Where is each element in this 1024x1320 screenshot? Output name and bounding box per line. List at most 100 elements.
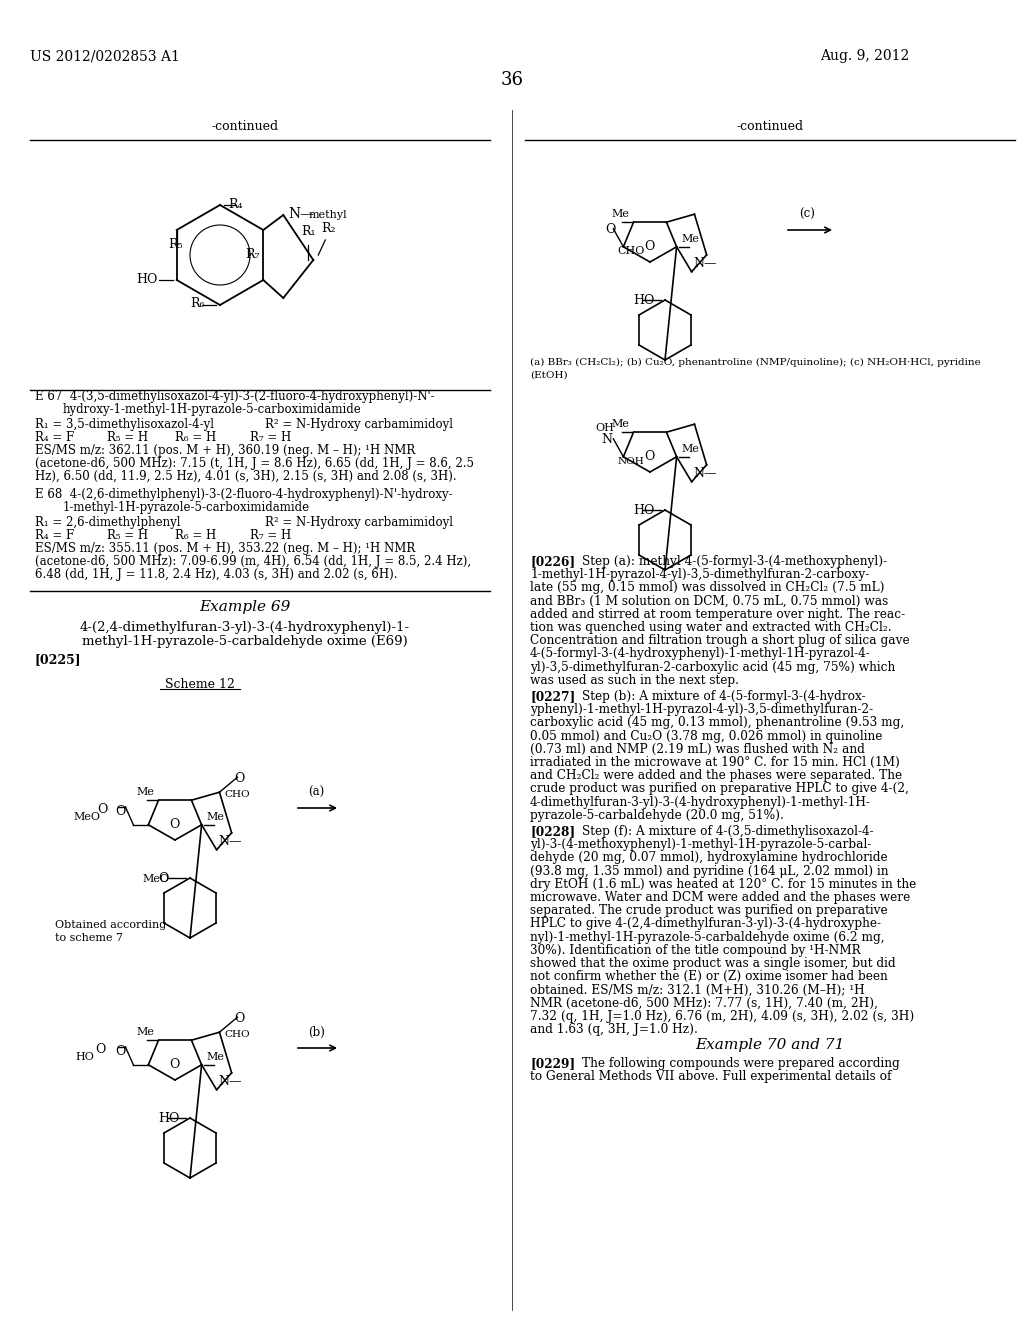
Text: dehyde (20 mg, 0.07 mmol), hydroxylamine hydrochloride: dehyde (20 mg, 0.07 mmol), hydroxylamine… [530,851,888,865]
Text: R² = N-Hydroxy carbamimidoyl: R² = N-Hydroxy carbamimidoyl [265,516,453,529]
Text: 1-methyl-1H-pyrazol-4-yl)-3,5-dimethylfuran-2-carboxy-: 1-methyl-1H-pyrazol-4-yl)-3,5-dimethylfu… [530,568,869,581]
Text: Example 70 and 71: Example 70 and 71 [695,1039,845,1052]
Text: R₆ = H: R₆ = H [175,432,216,444]
Text: Scheme 12: Scheme 12 [165,678,234,690]
Text: CHO: CHO [224,791,250,799]
Text: irradiated in the microwave at 190° C. for 15 min. HCl (1M): irradiated in the microwave at 190° C. f… [530,756,900,770]
Text: Me: Me [611,420,630,429]
Text: (acetone-d6, 500 MHz): 7.15 (t, 1H, J = 8.6 Hz), 6.65 (dd, 1H, J = 8.6, 2.5: (acetone-d6, 500 MHz): 7.15 (t, 1H, J = … [35,457,474,470]
Text: N—: N— [693,257,717,269]
Text: microwave. Water and DCM were added and the phases were: microwave. Water and DCM were added and … [530,891,910,904]
Text: 4-dimethylfuran-3-yl)-3-(4-hydroxyphenyl)-1-methyl-1H-: 4-dimethylfuran-3-yl)-3-(4-hydroxyphenyl… [530,796,871,809]
Text: Hz), 6.50 (dd, 11.9, 2.5 Hz), 4.01 (s, 3H), 2.15 (s, 3H) and 2.08 (s, 3H).: Hz), 6.50 (dd, 11.9, 2.5 Hz), 4.01 (s, 3… [35,470,457,483]
Text: Me: Me [136,1027,155,1038]
Text: nyl)-1-methyl-1H-pyrazole-5-carbaldehyde oxime (6.2 mg,: nyl)-1-methyl-1H-pyrazole-5-carbaldehyde… [530,931,885,944]
Text: R₂: R₂ [322,222,336,235]
Text: N—: N— [219,834,242,847]
Text: not confirm whether the (E) or (Z) oxime isomer had been: not confirm whether the (E) or (Z) oxime… [530,970,888,983]
Text: HO: HO [633,504,654,517]
Text: 0.05 mmol) and Cu₂O (3.78 mg, 0.026 mmol) in quinoline: 0.05 mmol) and Cu₂O (3.78 mg, 0.026 mmol… [530,730,883,743]
Text: R₄ = F: R₄ = F [35,529,75,543]
Text: MeO: MeO [142,874,169,884]
Text: O: O [116,1045,126,1057]
Text: O: O [169,818,179,832]
Text: E 67  4-(3,5-dimethylisoxazol-4-yl)-3-(2-fluoro-4-hydroxyphenyl)-N'-: E 67 4-(3,5-dimethylisoxazol-4-yl)-3-(2-… [35,389,434,403]
Text: methyl-1H-pyrazole-5-carbaldehyde oxime (E69): methyl-1H-pyrazole-5-carbaldehyde oxime … [82,635,408,648]
Text: [0228]: [0228] [530,825,575,838]
Text: (EtOH): (EtOH) [530,371,567,380]
Text: E 68  4-(2,6-dimethylphenyl)-3-(2-fluoro-4-hydroxyphenyl)-N'-hydroxy-: E 68 4-(2,6-dimethylphenyl)-3-(2-fluoro-… [35,488,453,502]
Text: [0226]: [0226] [530,554,575,568]
Text: O: O [644,240,654,253]
Text: Obtained according: Obtained according [55,920,166,931]
Text: R₇ = H: R₇ = H [250,529,291,543]
Text: Me: Me [136,787,155,797]
Text: hydroxy-1-methyl-1H-pyrazole-5-carboximidamide: hydroxy-1-methyl-1H-pyrazole-5-carboximi… [63,403,361,416]
Text: O: O [97,803,108,816]
Text: crude product was purified on preparative HPLC to give 4-(2,: crude product was purified on preparativ… [530,783,909,796]
Text: (a) BBr₃ (CH₂Cl₂); (b) Cu₂O, phenantroline (NMP/quinoline); (c) NH₂OH·HCl, pyrid: (a) BBr₃ (CH₂Cl₂); (b) Cu₂O, phenantroli… [530,358,981,367]
Text: ES/MS m/z: 355.11 (pos. M + H), 353.22 (neg. M – H); ¹H NMR: ES/MS m/z: 355.11 (pos. M + H), 353.22 (… [35,543,416,554]
Text: methyl: methyl [308,210,347,220]
Text: Step (b): A mixture of 4-(5-formyl-3-(4-hydrox-: Step (b): A mixture of 4-(5-formyl-3-(4-… [582,690,865,704]
Text: R₁ = 2,6-dimethylphenyl: R₁ = 2,6-dimethylphenyl [35,516,180,529]
Text: R₆: R₆ [190,297,205,310]
Text: -continued: -continued [211,120,279,133]
Text: HO: HO [136,273,158,286]
Text: O: O [234,772,245,785]
Text: (c): (c) [799,209,815,220]
Text: N—: N— [219,1074,242,1088]
Text: was used as such in the next step.: was used as such in the next step. [530,673,739,686]
Text: R₁ = 3,5-dimethylisoxazol-4-yl: R₁ = 3,5-dimethylisoxazol-4-yl [35,418,214,432]
Text: R₅ = H: R₅ = H [106,529,148,543]
Text: The following compounds were prepared according: The following compounds were prepared ac… [582,1057,900,1071]
Text: HO: HO [158,1111,179,1125]
Text: (0.73 ml) and NMP (2.19 mL) was flushed with N₂ and: (0.73 ml) and NMP (2.19 mL) was flushed … [530,743,865,756]
Text: and BBr₃ (1 M solution on DCM, 0.75 mL, 0.75 mmol) was: and BBr₃ (1 M solution on DCM, 0.75 mL, … [530,594,888,607]
Text: yphenyl)-1-methyl-1H-pyrazol-4-yl)-3,5-dimethylfuran-2-: yphenyl)-1-methyl-1H-pyrazol-4-yl)-3,5-d… [530,704,873,717]
Text: Step (f): A mixture of 4-(3,5-dimethylisoxazol-4-: Step (f): A mixture of 4-(3,5-dimethylis… [582,825,873,838]
Text: CHO: CHO [224,1030,250,1039]
Text: N—: N— [289,207,314,220]
Text: O: O [95,1043,105,1056]
Text: yl)-3-(4-methoxyphenyl)-1-methyl-1H-pyrazole-5-carbal-: yl)-3-(4-methoxyphenyl)-1-methyl-1H-pyra… [530,838,871,851]
Text: OH: OH [595,422,614,433]
Text: dry EtOH (1.6 mL) was heated at 120° C. for 15 minutes in the: dry EtOH (1.6 mL) was heated at 120° C. … [530,878,916,891]
Text: NOH: NOH [617,457,644,466]
Text: late (55 mg, 0.15 mmol) was dissolved in CH₂Cl₂ (7.5 mL): late (55 mg, 0.15 mmol) was dissolved in… [530,581,885,594]
Text: R₁: R₁ [301,224,315,238]
Text: R₇: R₇ [246,248,260,261]
Text: separated. The crude product was purified on preparative: separated. The crude product was purifie… [530,904,888,917]
Text: tion was quenched using water and extracted with CH₂Cl₂.: tion was quenched using water and extrac… [530,620,892,634]
Text: MeO: MeO [74,812,100,822]
Text: 30%). Identification of the title compound by ¹H-NMR: 30%). Identification of the title compou… [530,944,860,957]
Text: to General Methods VII above. Full experimental details of: to General Methods VII above. Full exper… [530,1071,892,1084]
Text: R₇ = H: R₇ = H [250,432,291,444]
Text: Me: Me [682,234,699,244]
Text: 4-(2,4-dimethylfuran-3-yl)-3-(4-hydroxyphenyl)-1-: 4-(2,4-dimethylfuran-3-yl)-3-(4-hydroxyp… [80,620,410,634]
Text: Me: Me [611,209,630,219]
Text: NMR (acetone-d6, 500 MHz): 7.77 (s, 1H), 7.40 (m, 2H),: NMR (acetone-d6, 500 MHz): 7.77 (s, 1H),… [530,997,878,1010]
Text: US 2012/0202853 A1: US 2012/0202853 A1 [30,49,180,63]
Text: R₄ = F: R₄ = F [35,432,75,444]
Text: 6.48 (dd, 1H, J = 11.8, 2.4 Hz), 4.03 (s, 3H) and 2.02 (s, 6H).: 6.48 (dd, 1H, J = 11.8, 2.4 Hz), 4.03 (s… [35,568,397,581]
Text: O: O [644,450,654,463]
Text: ES/MS m/z: 362.11 (pos. M + H), 360.19 (neg. M – H); ¹H NMR: ES/MS m/z: 362.11 (pos. M + H), 360.19 (… [35,444,416,457]
Text: (acetone-d6, 500 MHz): 7.09-6.99 (m, 4H), 6.54 (dd, 1H, J = 8.5, 2.4 Hz),: (acetone-d6, 500 MHz): 7.09-6.99 (m, 4H)… [35,554,471,568]
Text: [0229]: [0229] [530,1057,575,1071]
Text: added and stirred at room temperature over night. The reac-: added and stirred at room temperature ov… [530,607,905,620]
Text: Aug. 9, 2012: Aug. 9, 2012 [820,49,909,63]
Text: HO: HO [76,1052,94,1061]
Text: N—: N— [693,467,717,479]
Text: carboxylic acid (45 mg, 0.13 mmol), phenantroline (9.53 mg,: carboxylic acid (45 mg, 0.13 mmol), phen… [530,717,904,730]
Text: obtained. ES/MS m/z: 312.1 (M+H), 310.26 (M–H); ¹H: obtained. ES/MS m/z: 312.1 (M+H), 310.26… [530,983,864,997]
Text: (93.8 mg, 1.35 mmol) and pyridine (164 μL, 2.02 mmol) in: (93.8 mg, 1.35 mmol) and pyridine (164 μ… [530,865,889,878]
Text: R² = N-Hydroxy carbamimidoyl: R² = N-Hydroxy carbamimidoyl [265,418,453,432]
Text: 4-(5-formyl-3-(4-hydroxyphenyl)-1-methyl-1H-pyrazol-4-: 4-(5-formyl-3-(4-hydroxyphenyl)-1-methyl… [530,647,870,660]
Text: CHO: CHO [617,246,645,256]
Text: HO: HO [633,294,654,308]
Text: 1-methyl-1H-pyrazole-5-carboximidamide: 1-methyl-1H-pyrazole-5-carboximidamide [63,502,310,513]
Text: O: O [234,1012,245,1026]
Text: Me: Me [207,1052,224,1061]
Text: R₅: R₅ [169,238,183,251]
